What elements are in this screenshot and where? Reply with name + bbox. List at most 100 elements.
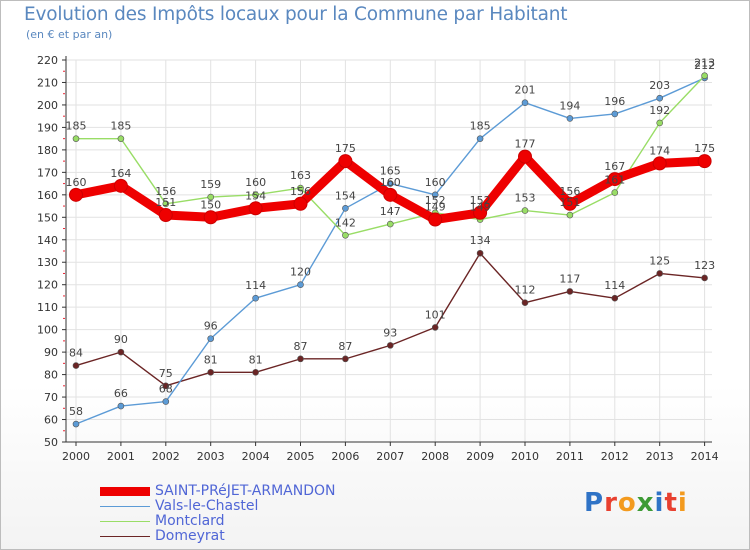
y-tick-label: 180 — [37, 144, 58, 157]
data-point — [252, 191, 259, 199]
y-tick-label: 120 — [37, 279, 58, 292]
logo-letter: P — [584, 488, 605, 518]
y-tick-label: 140 — [37, 234, 58, 247]
data-point — [297, 281, 304, 289]
data-label: 120 — [290, 266, 311, 279]
data-label: 185 — [470, 120, 491, 133]
logo-letter: i — [654, 488, 665, 518]
y-tick-label: 150 — [37, 211, 58, 224]
y-tick-label: 210 — [37, 76, 58, 89]
data-label: 154 — [335, 189, 356, 202]
data-label: 114 — [604, 279, 625, 292]
data-label: 175 — [335, 142, 356, 155]
data-point — [207, 335, 214, 342]
data-label: 167 — [604, 160, 625, 173]
data-point — [697, 154, 712, 169]
data-point — [117, 135, 125, 142]
data-label: 134 — [470, 234, 491, 247]
data-point — [72, 420, 80, 428]
legend-swatch-saint-prejet — [100, 487, 150, 496]
data-label: 123 — [694, 259, 715, 272]
x-tick-label: 2002 — [152, 450, 180, 463]
data-point — [611, 294, 619, 302]
data-label: 194 — [559, 99, 580, 112]
data-point — [248, 201, 263, 216]
data-label: 66 — [114, 387, 128, 400]
data-point — [113, 178, 128, 193]
data-label: 156 — [155, 185, 176, 198]
data-label: 93 — [383, 326, 397, 339]
legend-label-vals-le-chastel: Vals-le-Chastel — [155, 498, 259, 514]
logo-letter: o — [617, 488, 637, 518]
data-point — [518, 149, 532, 164]
data-point — [521, 207, 529, 214]
data-label: 161 — [604, 174, 625, 187]
data-point — [386, 342, 394, 349]
data-point — [203, 210, 218, 225]
data-label: 96 — [204, 320, 218, 333]
data-label: 177 — [515, 138, 536, 151]
data-label: 165 — [380, 165, 401, 178]
legend-label-domeyrat: Domeyrat — [155, 528, 225, 544]
data-label: 68 — [159, 383, 173, 396]
data-point — [562, 196, 577, 211]
data-point — [656, 270, 664, 277]
data-label: 175 — [694, 142, 715, 155]
data-point — [607, 172, 622, 187]
data-point — [342, 231, 349, 239]
data-point — [656, 94, 664, 102]
x-tick-label: 2001 — [107, 450, 135, 463]
data-point — [476, 135, 484, 142]
data-label: 151 — [559, 196, 580, 209]
data-point — [473, 205, 488, 220]
data-label: 156 — [290, 185, 311, 198]
data-label: 114 — [245, 279, 266, 292]
data-label: 81 — [249, 353, 263, 366]
data-label: 164 — [110, 167, 131, 180]
data-label: 174 — [649, 144, 670, 157]
data-point — [72, 362, 80, 369]
data-point — [652, 156, 667, 171]
data-point — [207, 193, 214, 201]
data-label: 201 — [515, 84, 536, 97]
data-label: 152 — [470, 194, 491, 207]
y-tick-label: 190 — [37, 121, 58, 134]
logo-letter: x — [636, 488, 655, 518]
y-tick-label: 220 — [37, 54, 58, 67]
data-label: 90 — [114, 333, 128, 346]
data-point — [701, 72, 708, 80]
data-label: 185 — [110, 120, 131, 133]
data-point — [611, 110, 619, 118]
data-label: 84 — [69, 347, 83, 360]
data-point — [162, 382, 170, 390]
data-point — [297, 355, 304, 363]
data-point — [72, 135, 80, 142]
y-tick-label: 160 — [37, 189, 58, 202]
x-tick-label: 2012 — [601, 450, 629, 463]
data-label: 160 — [66, 176, 87, 189]
data-label: 75 — [159, 367, 173, 380]
data-point — [431, 191, 439, 199]
data-point — [158, 208, 173, 223]
x-tick-label: 2010 — [511, 450, 539, 463]
data-label: 153 — [515, 192, 536, 205]
data-point — [428, 212, 443, 227]
legend-swatch-domeyrat — [100, 536, 150, 537]
data-label: 192 — [649, 104, 670, 117]
data-point — [383, 187, 398, 202]
data-label: 159 — [200, 178, 221, 191]
logo-letter: i — [677, 488, 688, 518]
x-tick-label: 2000 — [62, 450, 90, 463]
y-tick-label: 80 — [44, 369, 58, 382]
x-tick-label: 2008 — [421, 450, 449, 463]
y-tick-label: 60 — [44, 414, 58, 427]
data-label: 203 — [649, 79, 670, 92]
data-label: 156 — [559, 185, 580, 198]
legend-label-montclard: Montclard — [155, 513, 225, 529]
data-point — [656, 119, 664, 127]
data-label: 117 — [559, 272, 580, 285]
data-label: 112 — [515, 284, 536, 297]
data-label: 212 — [694, 59, 715, 72]
